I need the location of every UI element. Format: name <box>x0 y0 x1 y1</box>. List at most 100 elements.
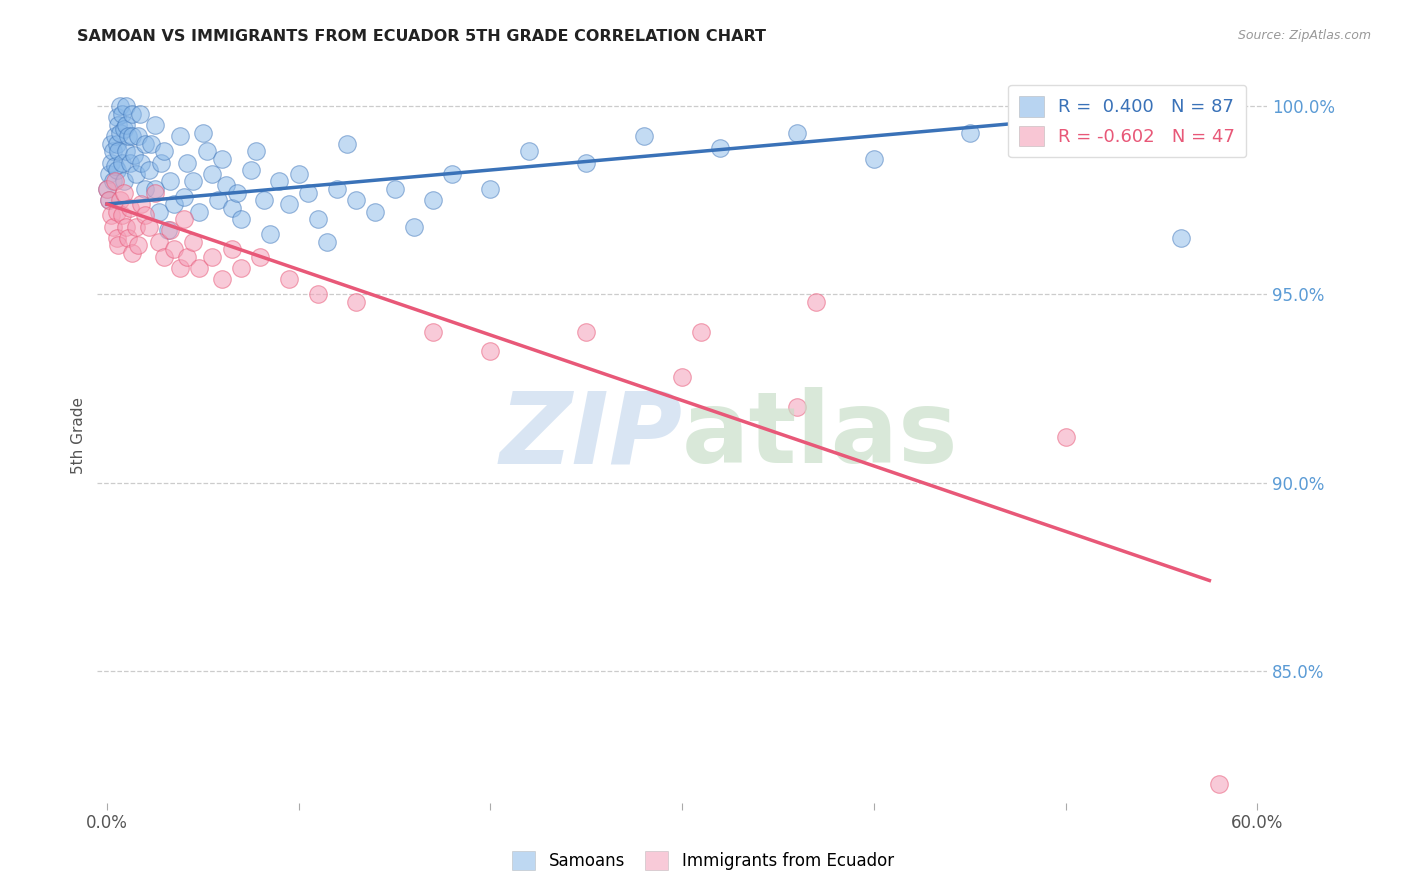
Legend: R =  0.400   N = 87, R = -0.602   N = 47: R = 0.400 N = 87, R = -0.602 N = 47 <box>1008 85 1246 157</box>
Point <box>344 194 367 208</box>
Point <box>249 250 271 264</box>
Point <box>344 294 367 309</box>
Point <box>96 182 118 196</box>
Point <box>517 145 540 159</box>
Point <box>402 219 425 234</box>
Point <box>239 163 262 178</box>
Text: ZIP: ZIP <box>499 387 682 484</box>
Point <box>191 126 214 140</box>
Point <box>786 401 808 415</box>
Point <box>104 160 127 174</box>
Point <box>134 182 156 196</box>
Point <box>278 272 301 286</box>
Point <box>149 155 172 169</box>
Point <box>307 287 329 301</box>
Point <box>181 174 204 188</box>
Point <box>231 260 253 275</box>
Point <box>143 118 166 132</box>
Point <box>127 129 149 144</box>
Point <box>201 167 224 181</box>
Point <box>188 260 211 275</box>
Point <box>384 182 406 196</box>
Point <box>134 208 156 222</box>
Point <box>100 136 122 151</box>
Point <box>115 219 138 234</box>
Point <box>176 155 198 169</box>
Point <box>163 197 186 211</box>
Point <box>131 197 153 211</box>
Point <box>479 343 502 358</box>
Point <box>479 182 502 196</box>
Point <box>115 118 138 132</box>
Point <box>690 325 713 339</box>
Point <box>1054 114 1077 128</box>
Point <box>1208 777 1230 791</box>
Point <box>1170 231 1192 245</box>
Point <box>297 186 319 200</box>
Point <box>181 235 204 249</box>
Point <box>111 106 134 120</box>
Point <box>121 246 143 260</box>
Point <box>336 136 359 151</box>
Point <box>253 194 276 208</box>
Point <box>173 212 195 227</box>
Point <box>422 194 444 208</box>
Point <box>441 167 464 181</box>
Text: SAMOAN VS IMMIGRANTS FROM ECUADOR 5TH GRADE CORRELATION CHART: SAMOAN VS IMMIGRANTS FROM ECUADOR 5TH GR… <box>77 29 766 44</box>
Point <box>163 242 186 256</box>
Point <box>226 186 249 200</box>
Text: atlas: atlas <box>682 387 959 484</box>
Y-axis label: 5th Grade: 5th Grade <box>72 397 86 474</box>
Point <box>112 121 135 136</box>
Point <box>100 208 122 222</box>
Point <box>112 186 135 200</box>
Point <box>188 204 211 219</box>
Point <box>121 106 143 120</box>
Point <box>575 155 598 169</box>
Point <box>1054 430 1077 444</box>
Point <box>105 204 128 219</box>
Point <box>671 370 693 384</box>
Point <box>176 250 198 264</box>
Point <box>221 201 243 215</box>
Point <box>131 155 153 169</box>
Point <box>139 136 162 151</box>
Point <box>159 174 181 188</box>
Point <box>159 223 181 237</box>
Point <box>633 129 655 144</box>
Point <box>269 174 291 188</box>
Point <box>118 201 141 215</box>
Point <box>110 99 132 113</box>
Text: Source: ZipAtlas.com: Source: ZipAtlas.com <box>1237 29 1371 42</box>
Point <box>148 235 170 249</box>
Point <box>364 204 387 219</box>
Point <box>169 260 191 275</box>
Point <box>100 155 122 169</box>
Point <box>138 163 160 178</box>
Point <box>104 174 127 188</box>
Point <box>96 182 118 196</box>
Point <box>117 231 139 245</box>
Point <box>157 223 180 237</box>
Point <box>211 152 233 166</box>
Point <box>97 167 120 181</box>
Point <box>422 325 444 339</box>
Point <box>863 152 886 166</box>
Point <box>97 194 120 208</box>
Point <box>195 145 218 159</box>
Point <box>153 250 176 264</box>
Point <box>107 145 129 159</box>
Point <box>259 227 281 242</box>
Point <box>326 182 349 196</box>
Point <box>101 219 124 234</box>
Point <box>117 129 139 144</box>
Point <box>143 186 166 200</box>
Point <box>110 126 132 140</box>
Point <box>709 140 731 154</box>
Point <box>115 99 138 113</box>
Point <box>128 106 150 120</box>
Point <box>111 208 134 222</box>
Point <box>148 204 170 219</box>
Point <box>101 145 124 159</box>
Point <box>138 219 160 234</box>
